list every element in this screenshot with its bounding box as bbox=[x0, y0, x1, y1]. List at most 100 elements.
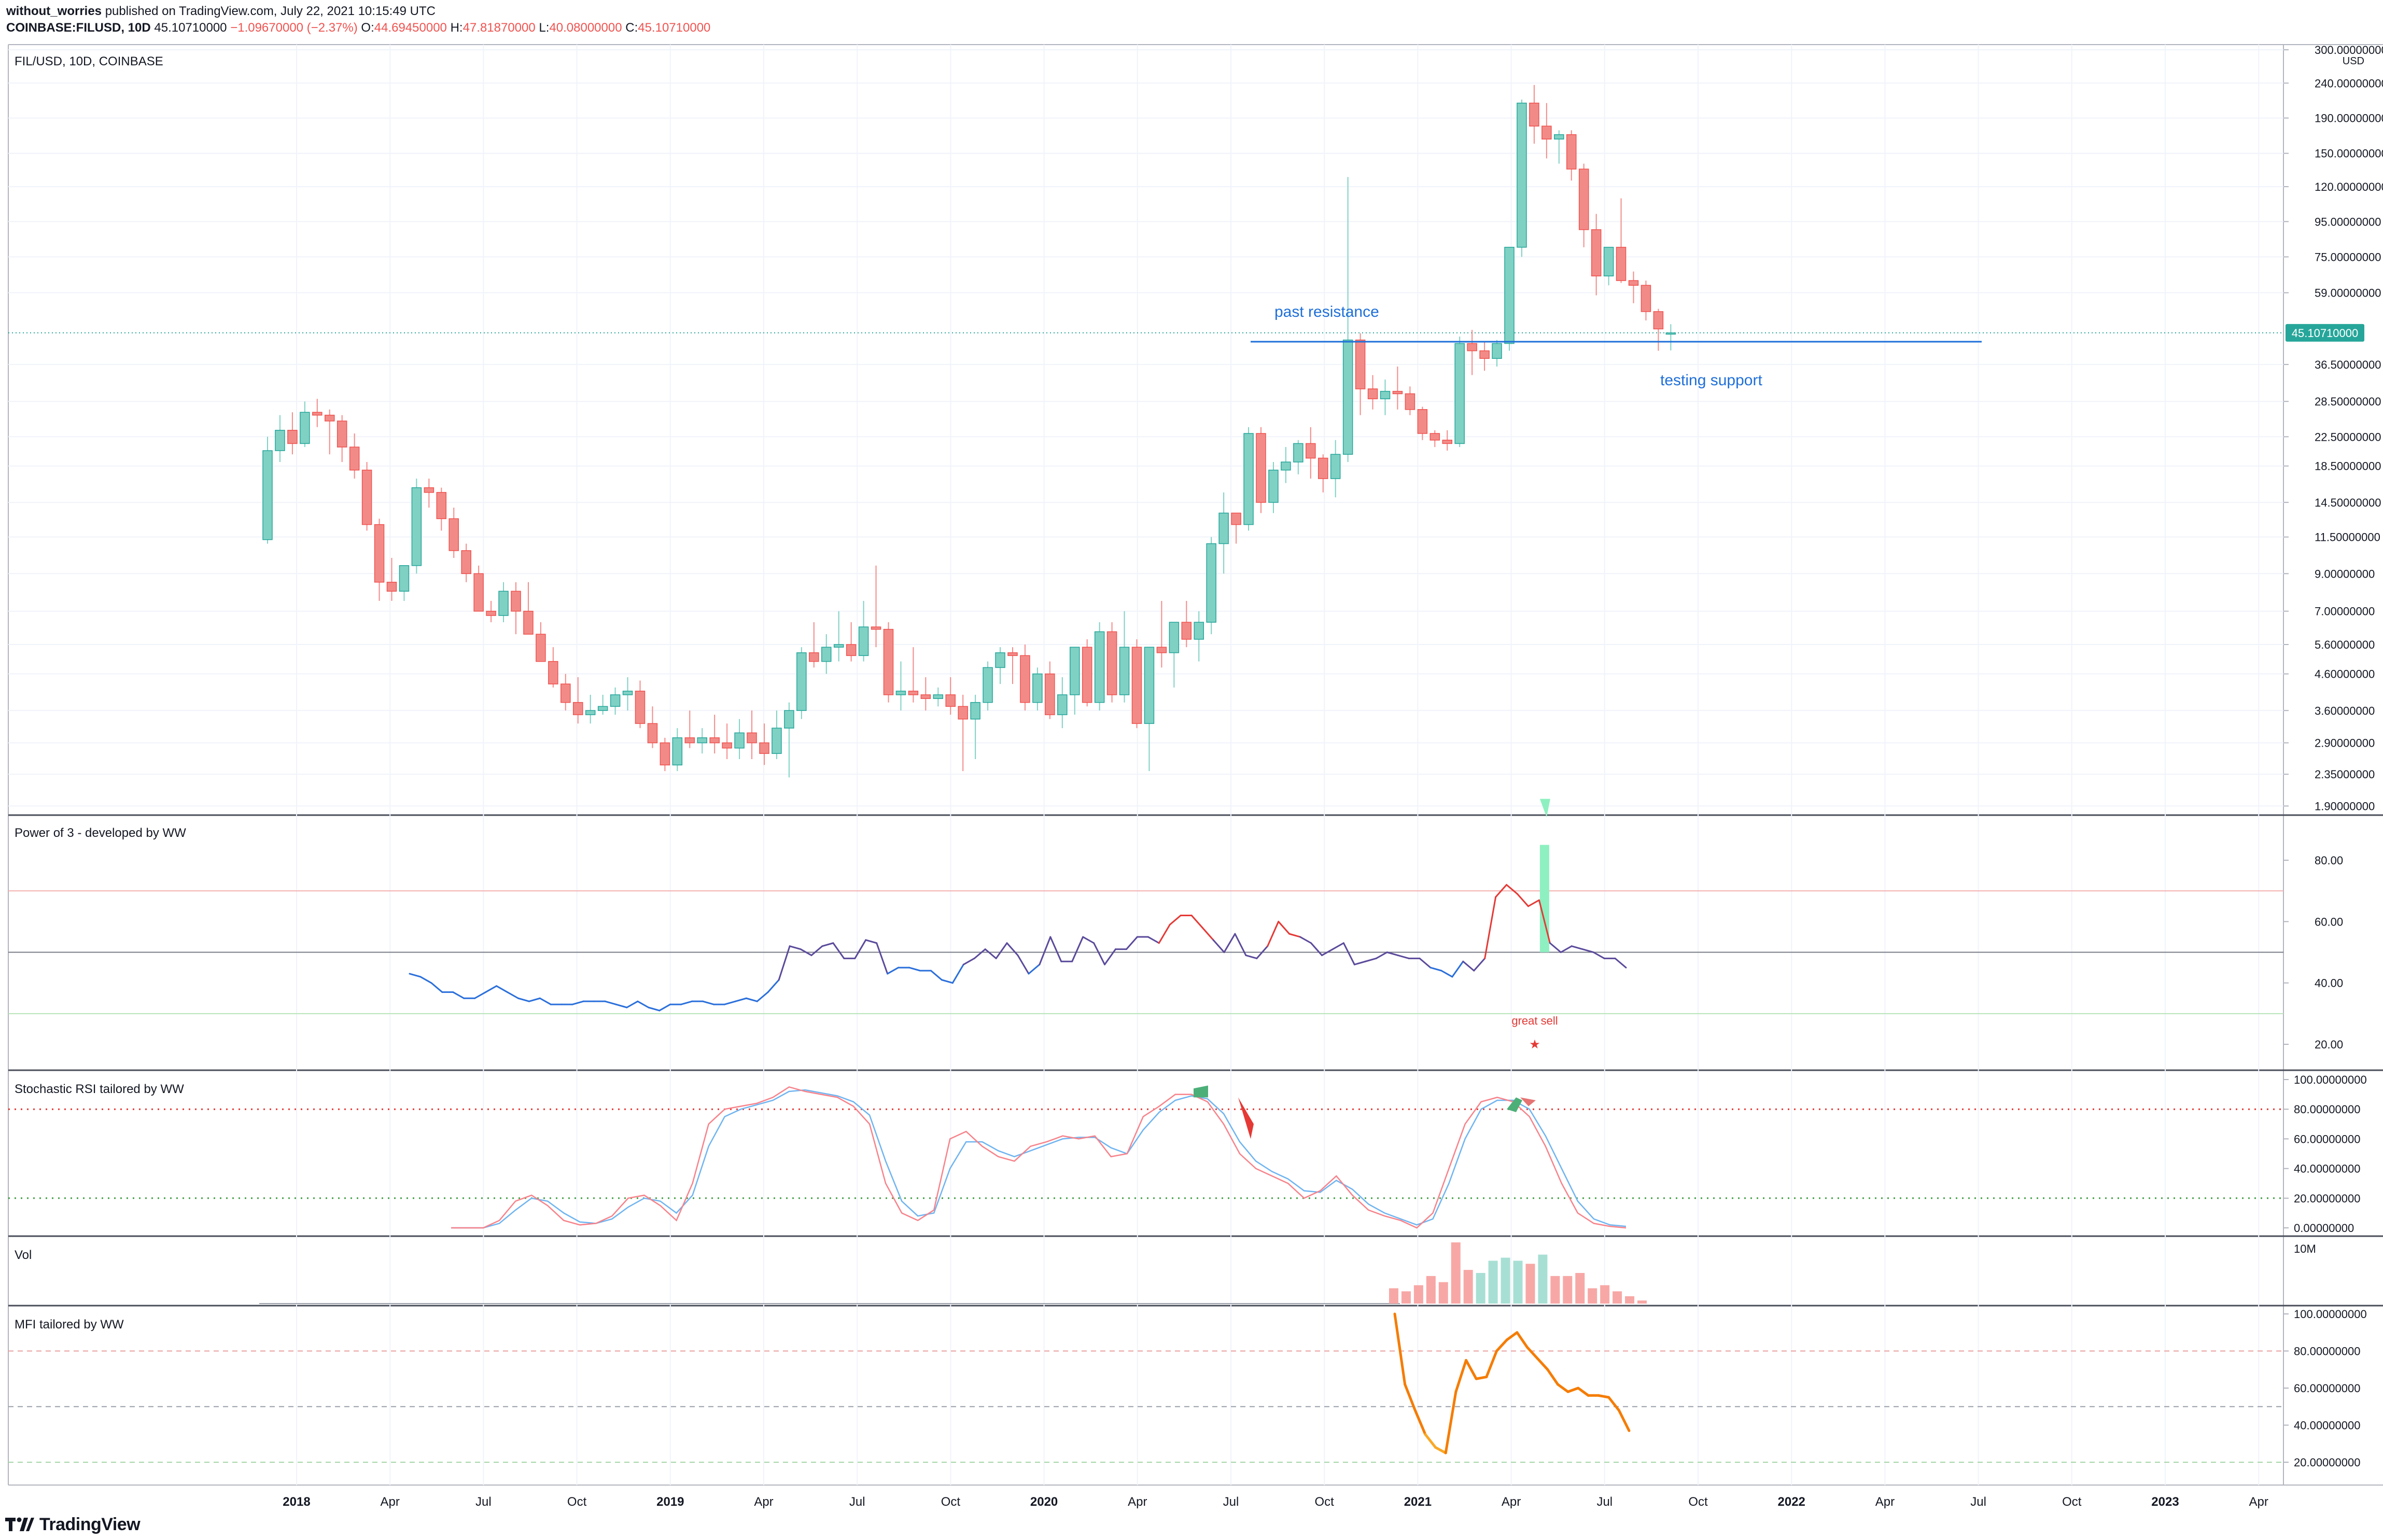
candle[interactable] bbox=[1517, 99, 1527, 257]
candle[interactable] bbox=[1603, 247, 1614, 286]
candle[interactable] bbox=[312, 399, 323, 427]
candle[interactable] bbox=[610, 687, 621, 715]
tradingview-brand[interactable]: TradingView bbox=[39, 1514, 141, 1534]
candle[interactable] bbox=[424, 479, 434, 508]
candle[interactable] bbox=[920, 677, 931, 711]
candle[interactable] bbox=[1131, 639, 1142, 729]
candle[interactable] bbox=[1057, 677, 1068, 729]
candle[interactable] bbox=[585, 694, 596, 724]
candle[interactable] bbox=[1429, 430, 1440, 447]
candle[interactable] bbox=[1566, 130, 1577, 181]
candle[interactable] bbox=[1641, 281, 1651, 321]
candle[interactable] bbox=[684, 710, 695, 748]
author-name[interactable]: without_worries bbox=[6, 4, 102, 18]
candle[interactable] bbox=[1392, 366, 1403, 410]
candle[interactable] bbox=[1380, 379, 1391, 415]
candle[interactable] bbox=[573, 677, 583, 724]
candle[interactable] bbox=[361, 462, 372, 531]
candle[interactable] bbox=[1342, 177, 1353, 463]
candle[interactable] bbox=[1082, 639, 1092, 707]
candle[interactable] bbox=[846, 622, 857, 662]
power-of-3-panel[interactable]: Power of 3 - developed by WW great sell ★ bbox=[8, 799, 2283, 1052]
candle[interactable] bbox=[672, 728, 683, 772]
candle[interactable] bbox=[1355, 333, 1366, 415]
candle[interactable] bbox=[548, 647, 558, 688]
candle[interactable] bbox=[1616, 198, 1627, 283]
candle[interactable] bbox=[262, 437, 273, 544]
candle[interactable] bbox=[1541, 103, 1552, 159]
stoch-rsi-panel[interactable]: Stochastic RSI tailored by WW bbox=[8, 1082, 2283, 1229]
candle[interactable] bbox=[958, 694, 968, 772]
candle[interactable] bbox=[411, 479, 422, 574]
candle[interactable] bbox=[1591, 214, 1602, 296]
volume-panel[interactable]: Vol bbox=[15, 1242, 1647, 1304]
candle[interactable] bbox=[399, 565, 410, 601]
candle[interactable] bbox=[1094, 622, 1105, 711]
candle[interactable] bbox=[995, 647, 1005, 684]
price-panel[interactable]: FIL/USD, 10D, COINBASE past resistance te… bbox=[15, 54, 1982, 778]
candle[interactable] bbox=[647, 706, 658, 748]
candle[interactable] bbox=[1479, 342, 1490, 371]
candle[interactable] bbox=[635, 680, 646, 729]
candle[interactable] bbox=[1492, 340, 1502, 367]
candle[interactable] bbox=[945, 677, 956, 715]
candle[interactable] bbox=[697, 728, 707, 754]
candle[interactable] bbox=[1628, 271, 1639, 303]
candle[interactable] bbox=[1045, 661, 1055, 719]
candle[interactable] bbox=[523, 582, 534, 635]
candle[interactable] bbox=[386, 557, 397, 601]
candle[interactable] bbox=[796, 647, 807, 719]
candle[interactable] bbox=[933, 687, 944, 707]
candle[interactable] bbox=[1206, 537, 1216, 635]
candle[interactable] bbox=[275, 415, 285, 463]
candle[interactable] bbox=[747, 710, 757, 760]
candle[interactable] bbox=[809, 622, 819, 668]
candle[interactable] bbox=[287, 412, 298, 455]
candle[interactable] bbox=[597, 694, 608, 715]
candle[interactable] bbox=[1231, 512, 1241, 544]
candle[interactable] bbox=[1318, 454, 1328, 493]
candle[interactable] bbox=[970, 694, 980, 760]
mfi-panel[interactable]: MFI tailored by WW bbox=[8, 1312, 2283, 1463]
candle[interactable] bbox=[871, 565, 881, 648]
candle[interactable] bbox=[1554, 130, 1564, 164]
candle[interactable] bbox=[1156, 600, 1167, 668]
candle[interactable] bbox=[1007, 647, 1018, 684]
candle[interactable] bbox=[349, 433, 360, 479]
candle[interactable] bbox=[858, 600, 869, 662]
candle[interactable] bbox=[1106, 622, 1117, 703]
candle[interactable] bbox=[1405, 386, 1415, 415]
candle[interactable] bbox=[461, 543, 471, 582]
candle[interactable] bbox=[473, 565, 484, 612]
candle[interactable] bbox=[486, 600, 496, 623]
candle[interactable] bbox=[300, 401, 310, 447]
candle[interactable] bbox=[1020, 644, 1030, 711]
candle[interactable] bbox=[1442, 430, 1452, 451]
candle[interactable] bbox=[1218, 492, 1229, 574]
candle[interactable] bbox=[772, 710, 782, 760]
candle[interactable] bbox=[908, 647, 919, 703]
candle[interactable] bbox=[1144, 647, 1155, 772]
tradingview-logo-icon[interactable] bbox=[5, 1517, 34, 1532]
candle[interactable] bbox=[821, 634, 832, 674]
candle[interactable] bbox=[1169, 622, 1180, 688]
candle[interactable] bbox=[722, 723, 732, 760]
candle[interactable] bbox=[448, 507, 459, 558]
candle[interactable] bbox=[325, 409, 335, 455]
candle[interactable] bbox=[374, 519, 385, 601]
candle[interactable] bbox=[1268, 462, 1279, 513]
candle[interactable] bbox=[1070, 647, 1080, 715]
candle[interactable] bbox=[1417, 407, 1428, 440]
candle[interactable] bbox=[622, 677, 633, 711]
time-axis[interactable]: 2018 Apr Jul Oct 2019 Apr Jul Oct 2020 Apr Jul Oct 2… bbox=[283, 1495, 2268, 1509]
candle[interactable] bbox=[833, 611, 844, 662]
candle[interactable] bbox=[337, 415, 347, 463]
candle[interactable] bbox=[1306, 427, 1316, 479]
candle[interactable] bbox=[1281, 447, 1291, 483]
candle[interactable] bbox=[895, 661, 906, 711]
candle[interactable] bbox=[1194, 611, 1204, 662]
candle[interactable] bbox=[560, 674, 571, 711]
candle[interactable] bbox=[1467, 330, 1477, 375]
candle[interactable] bbox=[1454, 337, 1465, 447]
